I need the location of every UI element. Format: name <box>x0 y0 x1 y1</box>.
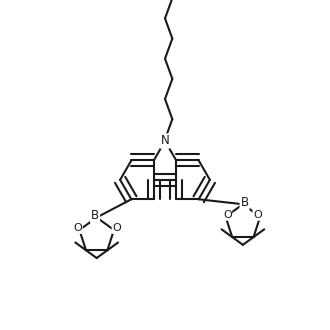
Text: B: B <box>241 196 248 209</box>
Text: O: O <box>112 223 121 233</box>
Text: O: O <box>253 210 262 220</box>
Text: N: N <box>161 135 169 148</box>
Text: B: B <box>91 209 99 222</box>
Text: O: O <box>73 223 82 233</box>
Text: O: O <box>223 210 232 220</box>
